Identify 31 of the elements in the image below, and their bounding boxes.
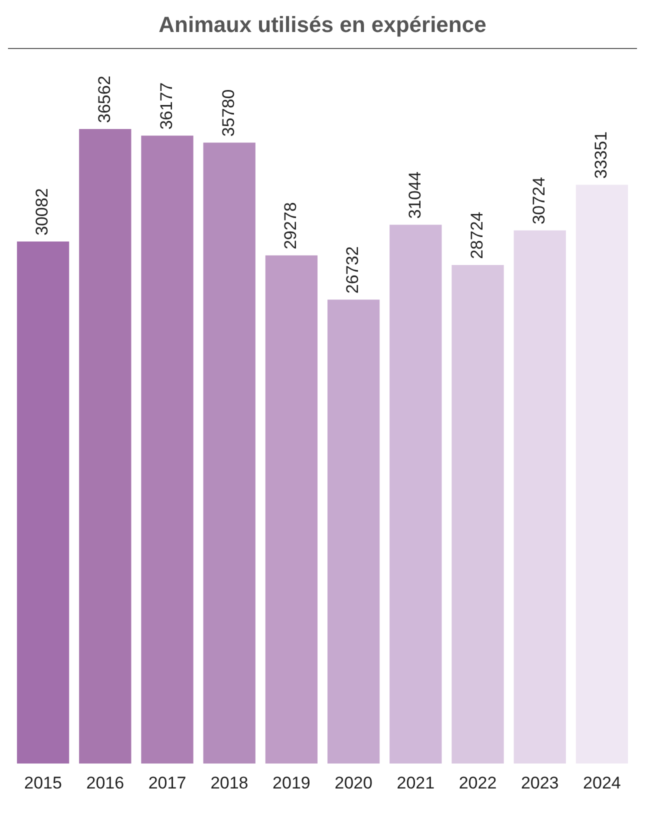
x-tick-label: 2016 bbox=[86, 773, 124, 792]
x-tick-label: 2017 bbox=[148, 773, 186, 792]
data-label: 29278 bbox=[281, 202, 300, 250]
x-tick-label: 2023 bbox=[520, 773, 559, 792]
bar bbox=[141, 136, 194, 764]
bar bbox=[265, 255, 318, 764]
data-label: 36177 bbox=[156, 82, 176, 130]
bar bbox=[327, 300, 380, 764]
chart-title: Animaux utilisés en expérience bbox=[158, 11, 488, 39]
x-tick-label: 2020 bbox=[334, 773, 372, 792]
bar bbox=[452, 265, 504, 764]
x-tick-label: 2019 bbox=[272, 773, 310, 792]
bar bbox=[514, 230, 566, 764]
data-label: 26732 bbox=[343, 246, 362, 294]
x-tick-label: 2015 bbox=[24, 773, 62, 792]
data-label: 35780 bbox=[219, 89, 238, 137]
x-tick-label: 2018 bbox=[210, 773, 248, 792]
data-label: 30724 bbox=[530, 177, 549, 224]
bar bbox=[16, 241, 70, 764]
x-tick-label: 2021 bbox=[396, 773, 435, 792]
data-label: 33351 bbox=[592, 131, 611, 179]
data-label: 28724 bbox=[467, 212, 486, 260]
data-label: 30082 bbox=[32, 188, 52, 236]
bar bbox=[203, 142, 256, 764]
bar bbox=[576, 184, 628, 764]
x-tick-label: 2024 bbox=[583, 773, 621, 792]
x-tick-label: 2022 bbox=[458, 773, 497, 792]
bar bbox=[390, 224, 442, 764]
bar bbox=[79, 129, 132, 764]
data-label: 31044 bbox=[405, 171, 424, 219]
data-label: 36562 bbox=[94, 76, 114, 123]
